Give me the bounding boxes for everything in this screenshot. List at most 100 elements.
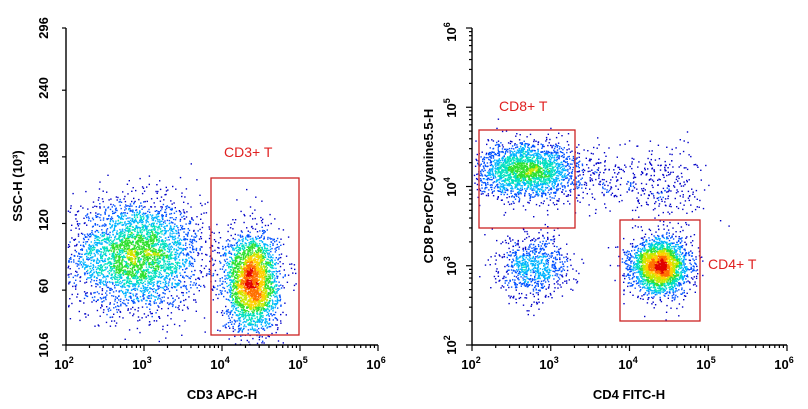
- event-dot: [114, 224, 116, 227]
- event-dot: [127, 288, 129, 291]
- event-dot: [116, 256, 118, 258]
- event-dot: [230, 323, 233, 325]
- event-dot: [152, 216, 154, 219]
- event-dot: [123, 266, 126, 268]
- event-dot: [70, 258, 72, 260]
- event-dot: [260, 265, 262, 267]
- event-dot: [73, 239, 75, 241]
- event-dot: [279, 265, 282, 268]
- event-dot: [199, 248, 201, 250]
- event-dot: [234, 329, 236, 331]
- event-dot: [121, 269, 123, 272]
- event-dot: [184, 239, 186, 241]
- event-dot: [137, 251, 139, 253]
- event-dot: [164, 225, 166, 228]
- event-dot: [170, 295, 173, 297]
- event-dot: [155, 320, 158, 322]
- event-dot: [268, 270, 270, 272]
- event-dot: [139, 228, 141, 230]
- event-dot: [158, 240, 161, 242]
- event-dot: [232, 259, 234, 262]
- event-dot: [105, 240, 107, 242]
- event-dot: [264, 318, 266, 320]
- event-dot: [153, 251, 155, 253]
- event-dot: [176, 241, 179, 243]
- event-dot: [259, 287, 261, 290]
- event-dot: [234, 262, 237, 264]
- event-dot: [183, 271, 186, 274]
- event-dot: [129, 225, 131, 228]
- event-dot: [91, 296, 94, 299]
- event-dot: [139, 205, 141, 207]
- event-dot: [110, 250, 113, 252]
- event-dot: [169, 228, 171, 231]
- event-dot: [274, 303, 276, 306]
- event-dot: [131, 234, 134, 236]
- event-dot: [86, 295, 89, 298]
- event-dot: [173, 232, 175, 234]
- event-dot: [247, 230, 249, 232]
- event-dot: [103, 296, 105, 298]
- event-dot: [190, 241, 192, 244]
- event-dot: [258, 319, 260, 321]
- event-dot: [246, 296, 248, 299]
- event-dot: [79, 262, 82, 264]
- event-dot: [255, 245, 257, 248]
- event-dot: [249, 291, 251, 294]
- event-dot: [153, 237, 155, 239]
- event-dot: [148, 321, 151, 323]
- event-dot: [200, 285, 202, 288]
- event-dot: [120, 207, 122, 210]
- event-dot: [232, 325, 234, 328]
- event-dot: [113, 243, 115, 245]
- event-dot: [162, 218, 164, 221]
- event-dot: [163, 265, 165, 267]
- event-dot: [233, 304, 235, 306]
- event-dot: [262, 286, 264, 289]
- event-dot: [229, 296, 231, 298]
- event-dot: [92, 266, 95, 269]
- event-dot: [185, 248, 187, 251]
- event-dot: [135, 248, 137, 250]
- event-dot: [149, 300, 152, 303]
- event-dot: [170, 318, 172, 320]
- event-dot: [126, 242, 128, 244]
- event-dot: [266, 311, 269, 313]
- event-dot: [164, 231, 167, 234]
- event-dot: [105, 321, 108, 324]
- event-dot: [145, 212, 147, 215]
- event-dot: [70, 273, 72, 275]
- event-dot: [123, 299, 125, 302]
- event-dot: [163, 234, 165, 236]
- event-dot: [164, 222, 167, 224]
- event-dot: [250, 322, 252, 324]
- event-dot: [132, 275, 134, 277]
- event-dot: [116, 199, 118, 201]
- event-dot: [184, 244, 187, 246]
- event-dot: [99, 181, 101, 183]
- event-dot: [89, 257, 92, 259]
- event-dot: [256, 276, 258, 278]
- event-dot: [120, 245, 123, 247]
- event-dot: [260, 314, 262, 316]
- event-dot: [161, 233, 163, 235]
- event-dot: [70, 253, 73, 256]
- event-dot: [147, 314, 149, 317]
- event-dot: [174, 253, 177, 256]
- event-dot: [82, 241, 85, 243]
- event-dot: [114, 247, 116, 249]
- event-dot: [118, 259, 120, 261]
- event-dot: [139, 261, 141, 263]
- event-dot: [105, 224, 107, 226]
- event-dot: [132, 306, 134, 309]
- event-dot: [117, 246, 119, 248]
- event-dot: [109, 303, 111, 305]
- event-dot: [147, 276, 150, 278]
- event-dot: [190, 275, 192, 278]
- event-dot: [181, 334, 183, 336]
- event-dot: [107, 270, 109, 273]
- plot1-dots: [67, 163, 297, 346]
- event-dot: [137, 282, 140, 284]
- event-dot: [156, 255, 158, 257]
- event-dot: [125, 291, 127, 293]
